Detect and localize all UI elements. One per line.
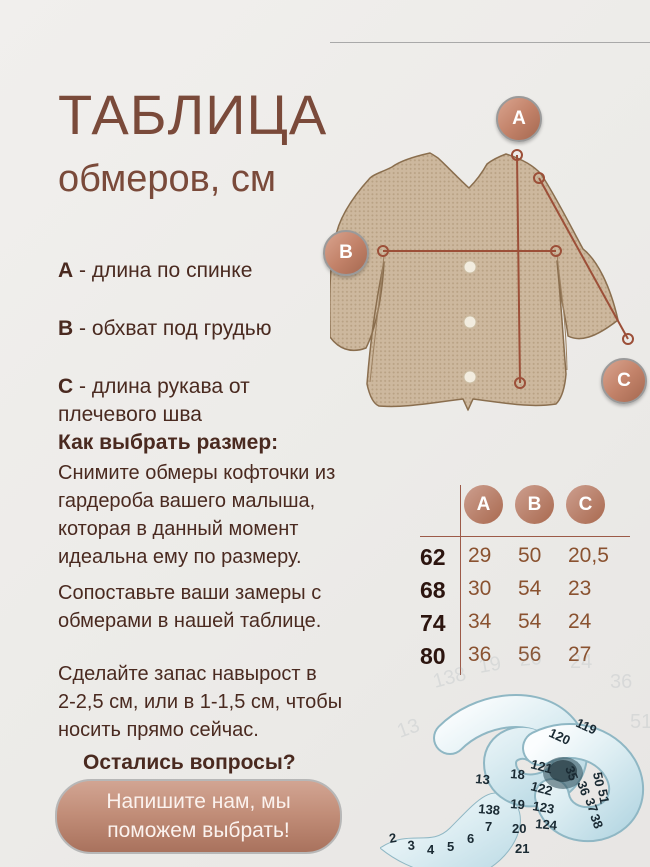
svg-text:6: 6 (467, 831, 474, 846)
svg-text:138: 138 (478, 801, 501, 818)
svg-text:7: 7 (485, 819, 492, 834)
svg-text:3: 3 (407, 837, 416, 853)
svg-text:124: 124 (535, 816, 559, 833)
svg-text:51: 51 (630, 711, 650, 733)
svg-text:20: 20 (519, 647, 543, 671)
svg-text:19: 19 (477, 652, 503, 678)
svg-text:123: 123 (531, 798, 555, 817)
svg-text:50: 50 (590, 771, 607, 788)
svg-text:138: 138 (431, 663, 469, 693)
svg-text:13: 13 (475, 771, 491, 787)
svg-text:19: 19 (510, 796, 526, 812)
svg-text:24: 24 (570, 651, 592, 673)
svg-text:2: 2 (388, 830, 398, 846)
svg-text:4: 4 (427, 842, 435, 857)
svg-text:36: 36 (610, 671, 632, 693)
svg-text:18: 18 (510, 766, 526, 782)
svg-text:51: 51 (595, 788, 612, 805)
svg-text:5: 5 (447, 839, 454, 854)
svg-text:13: 13 (394, 714, 422, 742)
svg-text:21: 21 (515, 841, 529, 856)
svg-text:20: 20 (512, 821, 526, 836)
